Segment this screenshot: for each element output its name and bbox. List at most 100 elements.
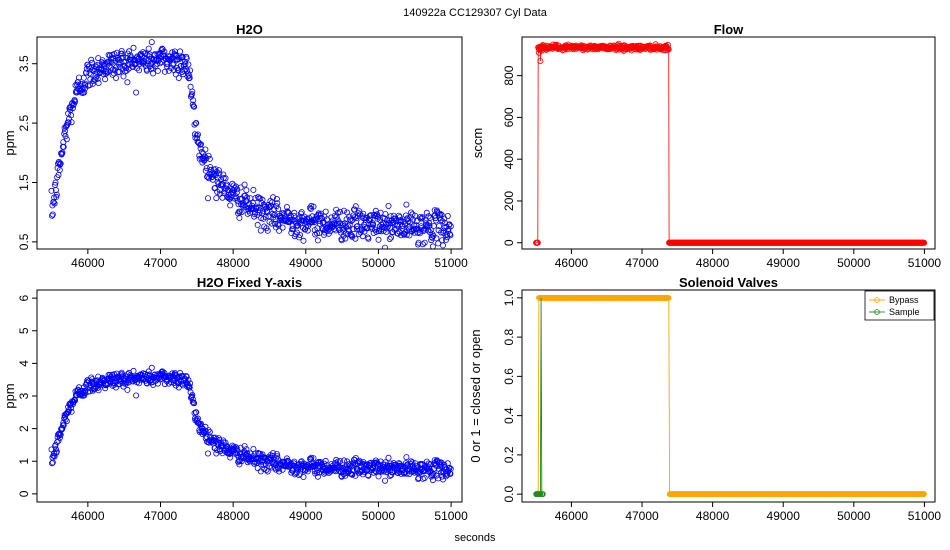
data-point <box>167 65 174 72</box>
data-point <box>243 187 250 194</box>
data-point <box>239 454 246 461</box>
data-point <box>185 377 192 384</box>
data-point <box>175 75 182 82</box>
data-point <box>52 187 59 194</box>
data-point <box>65 119 72 126</box>
data-point <box>279 466 286 473</box>
data-point <box>53 191 60 198</box>
x-tick-label: 47000 <box>144 256 178 270</box>
data-point <box>157 60 164 67</box>
data-point <box>237 444 244 451</box>
data-point <box>375 236 382 243</box>
data-point <box>352 235 359 242</box>
data-point <box>194 131 201 138</box>
data-point <box>442 473 449 480</box>
y-tick-label: 0.8 <box>502 328 516 345</box>
data-point <box>51 453 58 460</box>
data-point <box>333 206 340 213</box>
plot-frame <box>521 289 936 503</box>
data-point <box>204 450 211 457</box>
data-point <box>665 46 672 53</box>
data-point <box>57 160 64 167</box>
data-point <box>423 209 430 216</box>
data-point <box>212 166 219 173</box>
data-point <box>52 446 59 453</box>
data-point <box>205 175 212 182</box>
data-point <box>408 458 415 465</box>
data-point <box>244 194 251 201</box>
data-point <box>216 170 223 177</box>
y-tick-label: 400 <box>502 149 516 169</box>
data-point <box>446 470 453 477</box>
data-point <box>59 425 66 432</box>
data-point <box>190 97 197 104</box>
data-point <box>204 195 211 202</box>
data-point <box>351 213 358 220</box>
outer-x-axis-label: seconds <box>455 532 496 544</box>
data-point <box>221 188 228 195</box>
data-point <box>276 227 283 234</box>
data-point <box>92 76 99 83</box>
data-point <box>130 44 137 51</box>
data-point <box>243 446 250 453</box>
data-point <box>269 449 276 456</box>
data-point <box>429 234 436 241</box>
data-point <box>283 455 290 462</box>
data-point <box>49 212 56 219</box>
data-point <box>292 231 299 238</box>
data-point <box>385 202 392 209</box>
plot-frame <box>521 36 936 250</box>
figure-title: 140922a CC129307 Cyl Data <box>403 7 548 19</box>
data-point <box>296 470 303 477</box>
data-point <box>227 202 234 209</box>
panel-title: H2O Fixed Y-axis <box>197 275 302 290</box>
data-point <box>315 210 322 217</box>
data-point <box>403 201 410 208</box>
data-point <box>349 471 356 478</box>
y-axis-label: 0 or 1 = closed or open <box>468 329 483 462</box>
data-point <box>443 231 450 238</box>
data-point <box>254 221 261 228</box>
y-tick-label: 3.5 <box>17 55 31 72</box>
data-point <box>133 392 140 399</box>
data-point <box>921 239 928 246</box>
data-point <box>234 186 241 193</box>
data-point <box>304 227 311 234</box>
data-point <box>177 48 184 55</box>
x-tick-label: 50000 <box>362 509 396 523</box>
data-point <box>189 399 196 406</box>
data-point <box>81 89 88 96</box>
data-point <box>386 235 393 242</box>
data-point <box>228 190 235 197</box>
data-point <box>273 450 280 457</box>
plot-area <box>48 364 454 484</box>
data-point <box>403 231 410 238</box>
data-point <box>49 211 56 218</box>
data-point <box>291 209 298 216</box>
data-point <box>251 213 258 220</box>
data-point <box>206 155 213 162</box>
y-tick-label: 0.4 <box>502 407 516 424</box>
data-point <box>447 465 454 472</box>
data-point <box>395 469 402 476</box>
data-point <box>264 209 271 216</box>
data-point <box>365 235 372 242</box>
data-point <box>190 103 197 110</box>
data-point <box>257 227 264 234</box>
x-tick-label: 51000 <box>908 256 942 270</box>
data-point <box>68 404 75 411</box>
data-point <box>236 214 243 221</box>
data-point <box>143 67 150 74</box>
y-tick-label: 0.2 <box>502 446 516 463</box>
data-point <box>446 221 453 228</box>
data-point <box>63 136 70 143</box>
data-point <box>337 208 344 215</box>
legend-entry-sample: Sample <box>889 307 920 317</box>
data-point <box>68 112 75 119</box>
data-point <box>314 473 321 480</box>
data-point <box>48 187 55 194</box>
data-point <box>213 450 220 457</box>
data-point <box>194 415 201 422</box>
data-point <box>186 75 193 82</box>
data-point <box>72 98 79 105</box>
